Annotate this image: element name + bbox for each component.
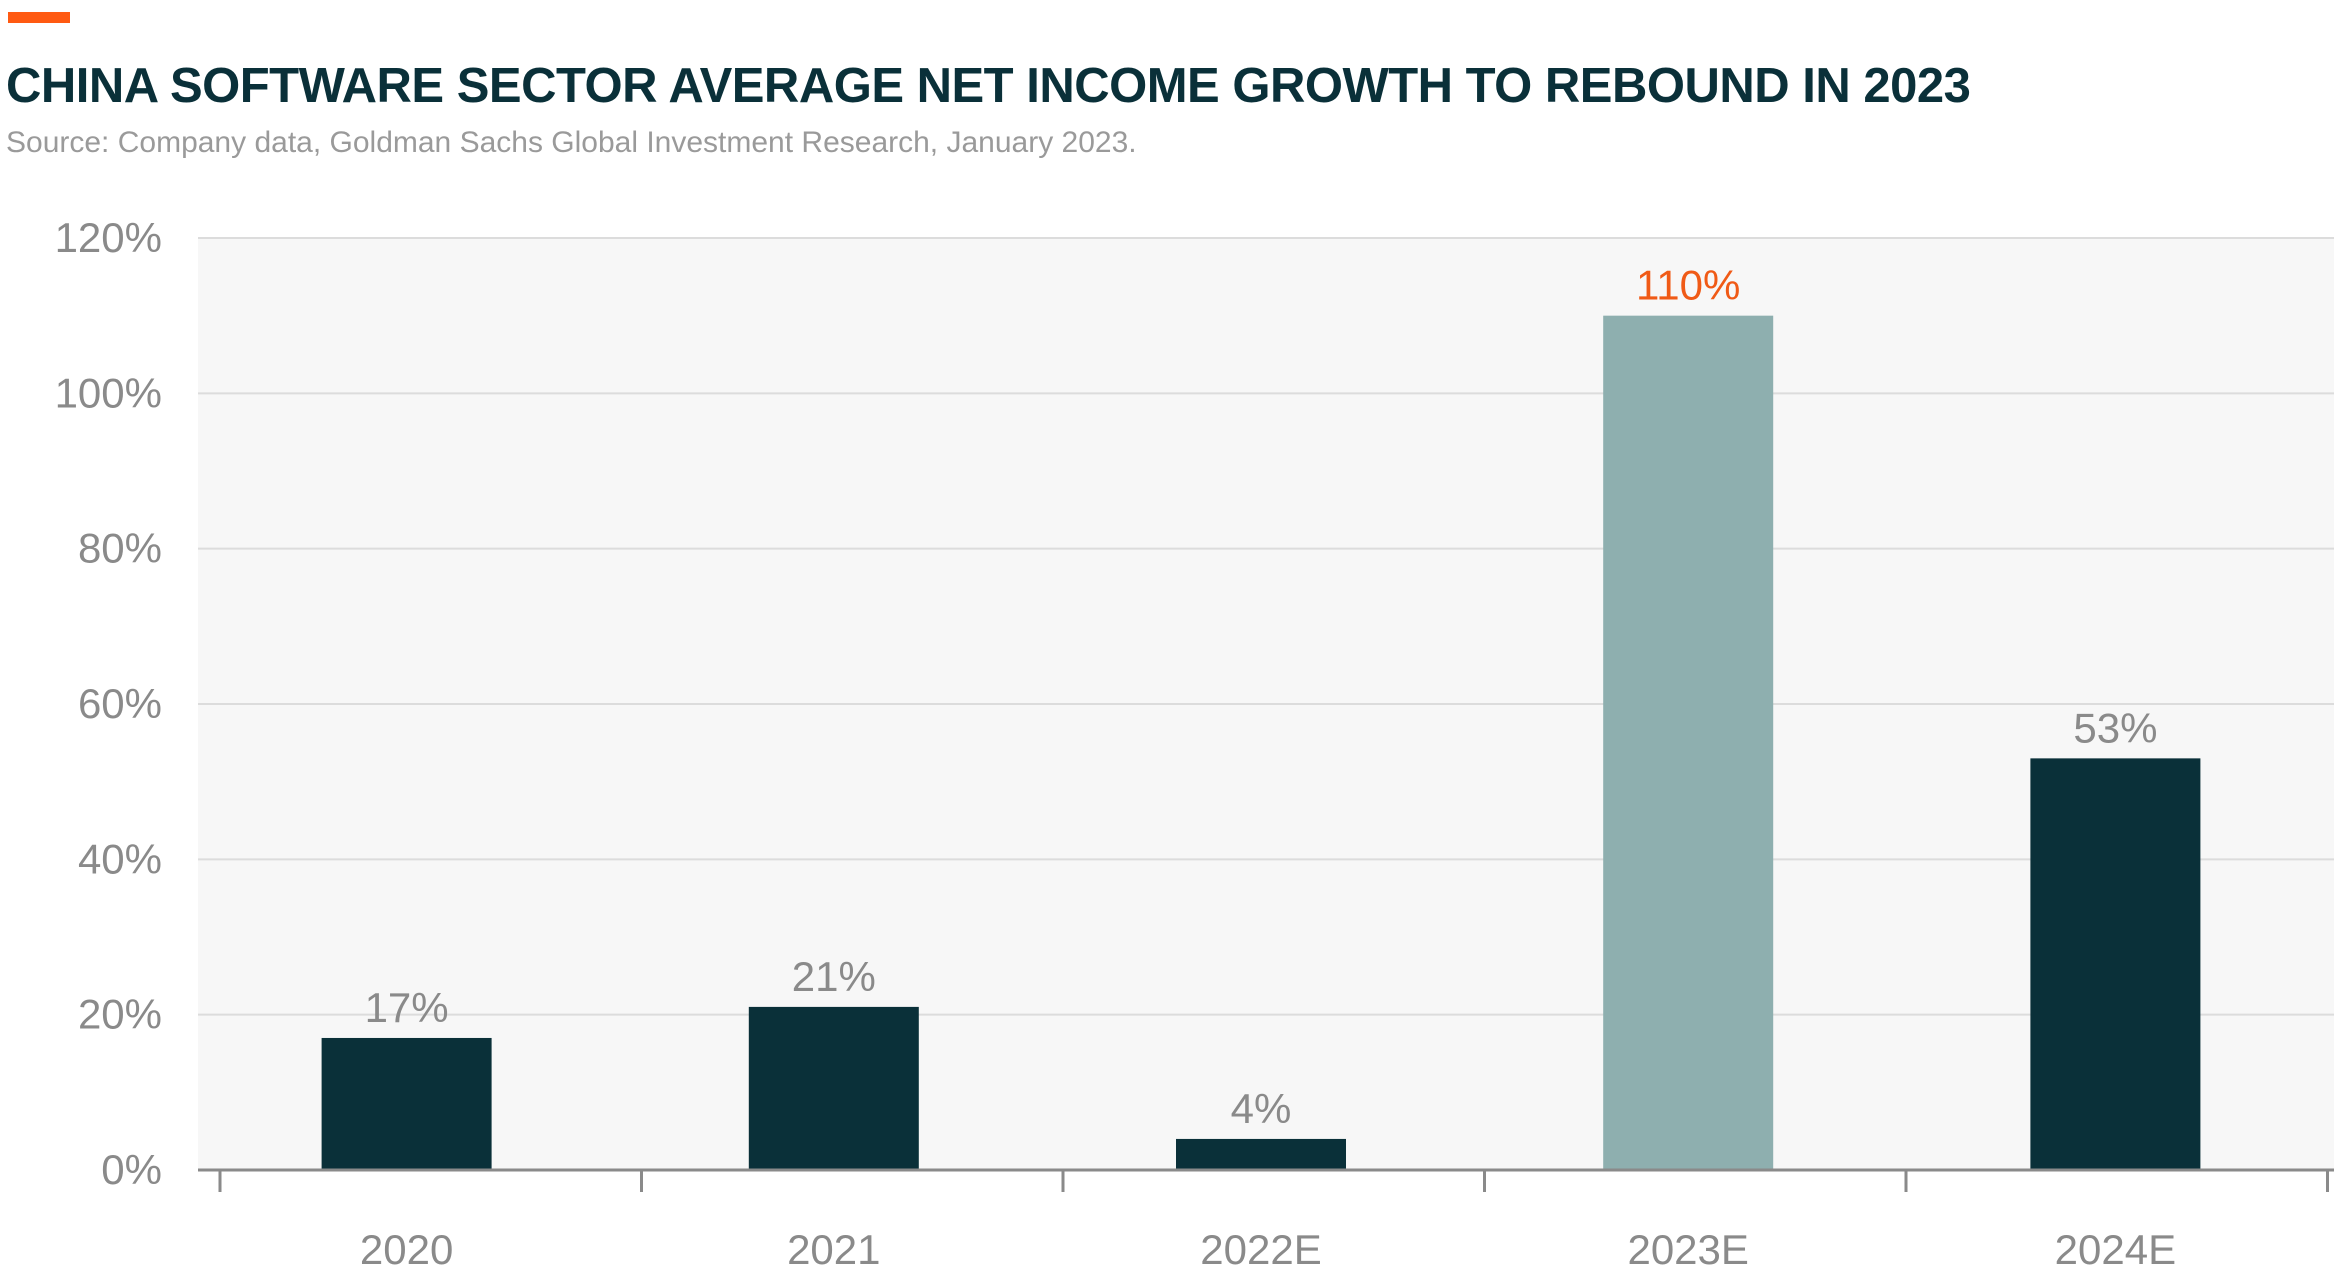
accent-bar (8, 12, 70, 23)
chart-title: CHINA SOFTWARE SECTOR AVERAGE NET INCOME… (6, 59, 1971, 113)
y-tick-label: 80% (78, 525, 162, 572)
y-tick-label: 0% (101, 1146, 162, 1193)
data-label: 4% (1231, 1085, 1292, 1132)
bar-2021 (748, 1006, 919, 1170)
data-label: 21% (792, 953, 876, 1000)
data-label: 17% (365, 984, 449, 1031)
bar-2023e (1603, 315, 1774, 1171)
bar-2022e (1176, 1138, 1346, 1170)
x-tick-label: 2020 (360, 1226, 453, 1273)
x-tick-label: 2023E (1627, 1226, 1748, 1273)
bar-2024e (2030, 758, 2201, 1170)
data-label: 53% (2073, 704, 2157, 751)
x-tick-label: 2024E (2055, 1226, 2176, 1273)
data-label: 110% (1636, 262, 1740, 309)
y-tick-label: 100% (55, 369, 162, 416)
chart-source: Source: Company data, Goldman Sachs Glob… (6, 126, 1137, 159)
y-tick-label: 60% (78, 680, 162, 727)
y-tick-label: 40% (78, 835, 162, 882)
y-tick-label: 120% (55, 214, 162, 261)
y-tick-label: 20% (78, 991, 162, 1038)
x-tick-label: 2021 (787, 1226, 880, 1273)
bar-2020 (321, 1037, 492, 1170)
x-tick-label: 2022E (1200, 1226, 1321, 1273)
